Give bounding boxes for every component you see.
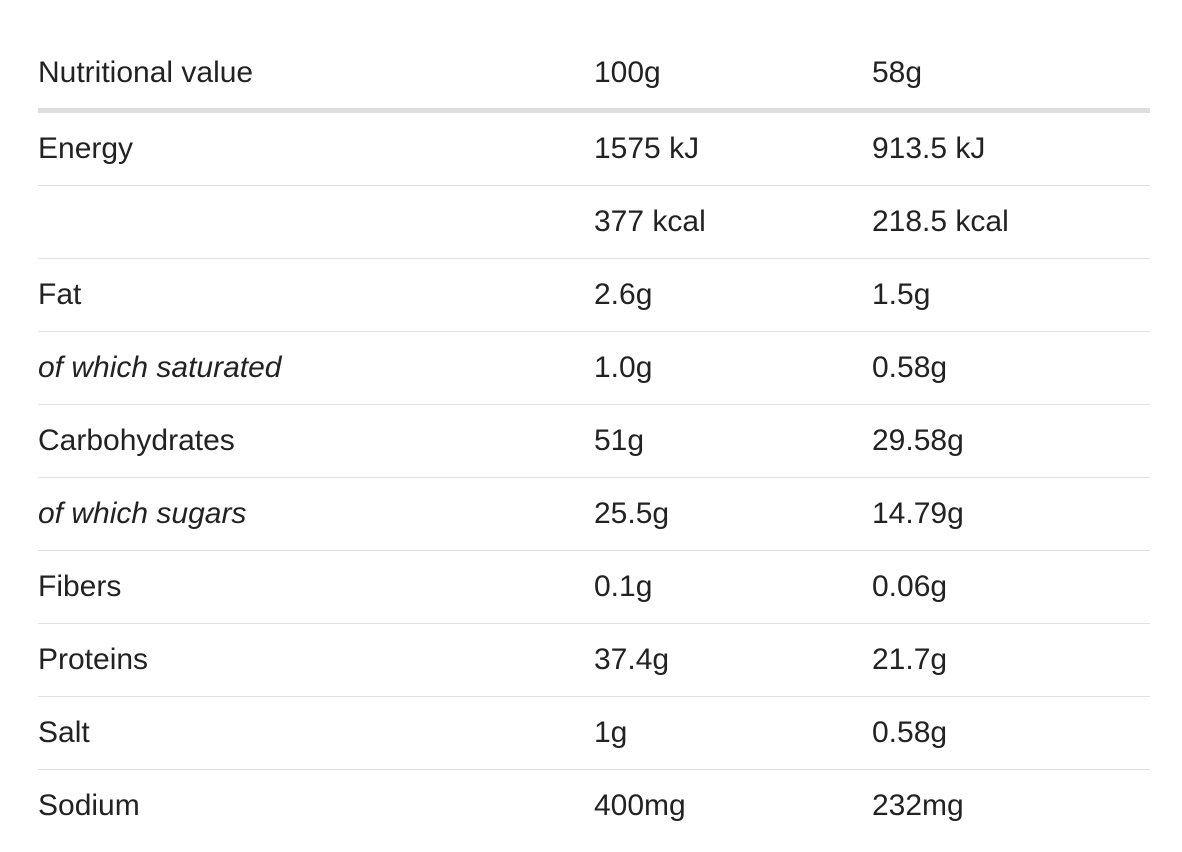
nutrient-value: 1g <box>594 716 628 749</box>
table-row: Carbohydrates 51g 29.58g <box>38 405 1150 478</box>
nutrient-value: 1.0g <box>594 351 653 384</box>
table-row: of which saturated 1.0g 0.58g <box>38 332 1150 405</box>
nutrient-value: 232mg <box>872 789 964 822</box>
nutrient-value: 0.58g <box>872 716 948 749</box>
nutrient-label: of which sugars <box>38 497 247 530</box>
header-row: Nutritional value 100g 58g <box>38 0 1150 113</box>
nutrient-value: 0.58g <box>872 351 948 384</box>
header-cell: 100g <box>594 56 661 89</box>
nutrient-label: Carbohydrates <box>38 424 235 457</box>
nutrient-value: 37.4g <box>594 643 670 676</box>
table-row: Salt 1g 0.58g <box>38 697 1150 770</box>
nutrient-value: 29.58g <box>872 424 964 457</box>
nutrient-value: 2.6g <box>594 278 653 311</box>
table-row: 377 kcal 218.5 kcal <box>38 186 1150 259</box>
nutrient-value: 1.5g <box>872 278 931 311</box>
header-cell: Nutritional value <box>38 56 254 89</box>
nutrient-value: 218.5 kcal <box>872 205 1009 238</box>
nutrient-label: Fat <box>38 278 82 311</box>
nutrient-label: Fibers <box>38 570 122 603</box>
nutrient-value: 913.5 kJ <box>872 132 986 165</box>
nutrient-label: Salt <box>38 716 90 749</box>
nutrient-value: 377 kcal <box>594 205 706 238</box>
nutrient-value: 21.7g <box>872 643 948 676</box>
nutrient-value: 400mg <box>594 789 686 822</box>
nutrient-label: Energy <box>38 132 134 165</box>
table-row: of which sugars 25.5g 14.79g <box>38 478 1150 551</box>
nutrient-value: 14.79g <box>872 497 964 530</box>
nutrient-label: of which saturated <box>38 351 282 384</box>
table-row: Fat 2.6g 1.5g <box>38 259 1150 332</box>
header-cell: 58g <box>872 56 923 89</box>
nutrient-value: 0.1g <box>594 570 653 603</box>
nutrient-label: Sodium <box>38 789 140 822</box>
table-row: Energy 1575 kJ 913.5 kJ <box>38 113 1150 186</box>
nutrient-label: Proteins <box>38 643 149 676</box>
nutrient-value: 51g <box>594 424 645 457</box>
table-row: Fibers 0.1g 0.06g <box>38 551 1150 624</box>
nutrient-value: 0.06g <box>872 570 948 603</box>
nutrient-value: 25.5g <box>594 497 670 530</box>
nutrition-table: Nutritional value 100g 58g Energy 1575 kJ… <box>38 0 1150 842</box>
nutrient-value: 1575 kJ <box>594 132 700 165</box>
table-row: Sodium 400mg 232mg <box>38 770 1150 842</box>
table-row: Proteins 37.4g 21.7g <box>38 624 1150 697</box>
